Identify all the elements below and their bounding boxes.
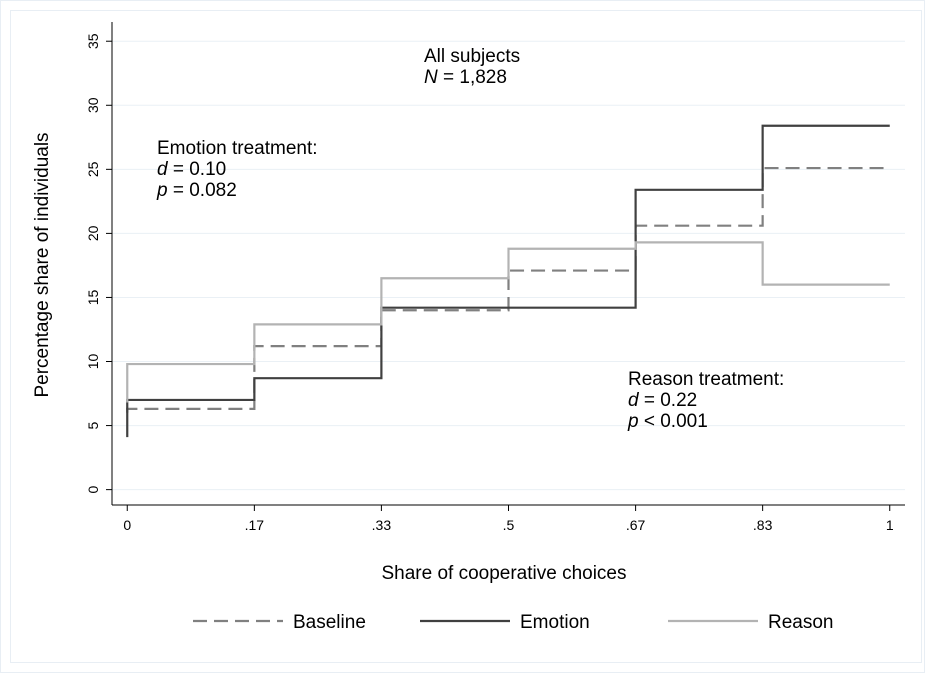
annotation-italic: p [627,411,639,432]
step-line [126,166,890,413]
x-tick-label: 1 [886,517,894,533]
legend-label: Emotion [520,612,590,633]
x-tick-label: .17 [245,517,265,533]
y-tick-label: 15 [85,289,101,305]
annotation: p = 0.082 [156,180,237,201]
annotation: d = 0.22 [628,390,697,411]
annotation-text: = 0.10 [168,159,227,180]
annotation-text: = 0.082 [168,180,237,201]
plot-region [10,10,922,663]
annotation: Emotion treatment: [157,138,318,159]
x-tick-label: .33 [372,517,392,533]
annotation-italic: p [156,180,168,201]
y-tick-label: 10 [85,354,101,370]
x-tick-label: 0 [123,517,131,533]
annotation-text: = 0.22 [639,390,698,411]
annotation-italic: d [157,159,169,180]
y-axis-label: Percentage share of individuals [32,132,53,397]
legend-label: Baseline [293,612,366,633]
annotation: d = 0.10 [157,159,226,180]
y-tick-label: 20 [85,225,101,241]
annotation-text: All subjects [424,46,520,67]
x-axis-label: Share of cooperative choices [381,563,626,584]
step-line [126,241,890,403]
y-tick-label: 0 [85,486,101,494]
annotation-italic: d [628,390,640,411]
y-tick-label: 30 [85,97,101,113]
annotation-text: Reason treatment: [628,369,784,390]
annotation-italic: N [424,67,438,88]
annotation-text: = 1,828 [438,67,507,88]
x-tick-label: .83 [753,517,773,533]
legend-label: Reason [768,612,834,633]
step-line [126,124,890,438]
y-tick-label: 25 [85,161,101,177]
annotation-text: Emotion treatment: [157,138,318,159]
annotation: p < 0.001 [627,411,708,432]
annotation: N = 1,828 [424,67,507,88]
y-tick-label: 35 [85,33,101,49]
y-tick-label: 5 [85,421,101,429]
annotation: All subjects [424,46,520,67]
x-tick-label: .5 [503,517,515,533]
x-tick-label: .67 [626,517,646,533]
annotation-text: < 0.001 [639,411,708,432]
annotation: Reason treatment: [628,369,784,390]
